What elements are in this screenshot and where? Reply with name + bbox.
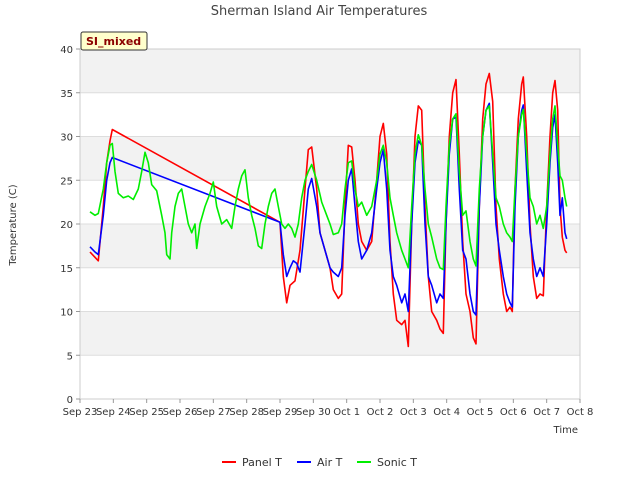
chart-title: Sherman Island Air Temperatures xyxy=(211,4,428,19)
plot-background xyxy=(79,48,581,400)
x-tick-label: Sep 27 xyxy=(196,407,231,418)
x-tick-label: Oct 5 xyxy=(467,407,494,418)
x-tick-label: Oct 8 xyxy=(567,407,594,418)
x-tick-label: Sep 30 xyxy=(296,407,331,418)
grid-band xyxy=(80,49,580,93)
badge-text: SI_mixed xyxy=(86,35,141,48)
y-tick-label: 5 xyxy=(67,351,73,362)
series-air-t-line xyxy=(89,102,568,316)
x-tick-label: Sep 29 xyxy=(263,407,298,418)
x-tick-label: Sep 25 xyxy=(129,407,164,418)
y-tick-label: 10 xyxy=(60,308,73,319)
series-sonic-t-line xyxy=(89,105,568,271)
y-tick-label: 30 xyxy=(60,133,73,144)
y-tick-label: 35 xyxy=(60,89,73,100)
y-tick-label: 15 xyxy=(60,264,73,275)
x-axis-label: Time xyxy=(553,425,578,436)
y-tick-label: 0 xyxy=(67,395,73,406)
grid-band xyxy=(80,311,580,356)
y-axis-ticks: 0 5 10 15 20 25 30 35 40 xyxy=(60,45,80,406)
x-tick-label: Oct 1 xyxy=(333,407,360,418)
legend-label: Air T xyxy=(317,456,343,469)
y-axis-label: Temperature (C) xyxy=(8,184,19,266)
legend-label: Panel T xyxy=(242,456,282,469)
legend-label: Sonic T xyxy=(377,456,417,469)
x-tick-label: Oct 7 xyxy=(533,407,560,418)
series-lines xyxy=(89,72,568,348)
x-tick-label: Sep 24 xyxy=(96,407,131,418)
chart-legend: Panel T Air T Sonic T xyxy=(222,456,417,469)
x-tick-label: Sep 28 xyxy=(229,407,264,418)
x-tick-label: Oct 2 xyxy=(367,407,394,418)
x-tick-label: Sep 26 xyxy=(163,407,198,418)
badge-box xyxy=(80,31,148,51)
x-tick-label: Oct 6 xyxy=(500,407,527,418)
y-tick-label: 25 xyxy=(60,176,73,187)
x-tick-label: Oct 3 xyxy=(400,407,427,418)
y-tick-label: 40 xyxy=(60,45,73,56)
site-badge: SI_mixed xyxy=(80,31,148,51)
y-tick-label: 20 xyxy=(60,220,73,231)
x-tick-label: Sep 23 xyxy=(63,407,98,418)
x-tick-label: Oct 4 xyxy=(433,407,460,418)
